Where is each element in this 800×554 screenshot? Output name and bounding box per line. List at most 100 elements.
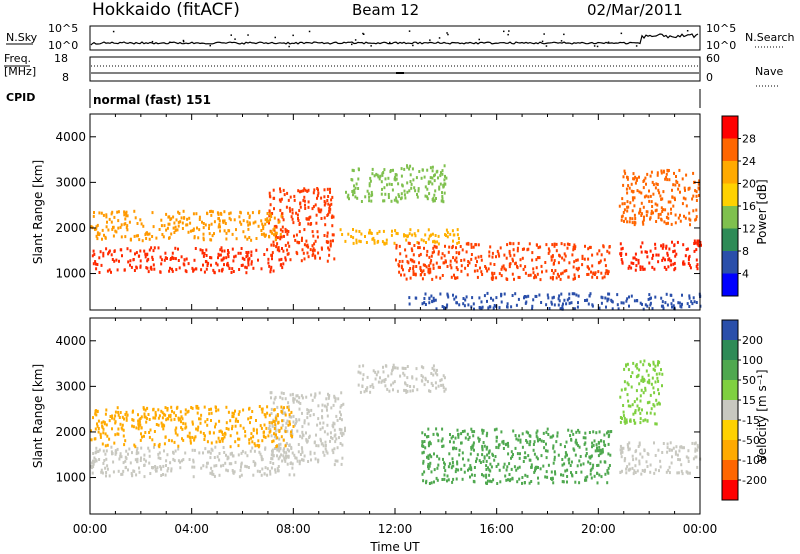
data-cell-band-3 xyxy=(542,431,545,435)
data-cell-band-3 xyxy=(365,241,368,244)
data-cell-band-8 xyxy=(435,307,438,311)
data-cell-band-4 xyxy=(468,261,471,265)
data-cell-band-3 xyxy=(568,457,571,461)
data-cell-band-6 xyxy=(620,254,623,257)
data-cell-band-5 xyxy=(435,170,438,174)
data-cell-band-0 xyxy=(293,473,296,477)
data-cell-band-3 xyxy=(579,463,582,467)
data-cell-band-1 xyxy=(292,396,295,400)
data-cell-band-4 xyxy=(465,242,468,246)
noise-search-label: N.Search xyxy=(745,31,795,44)
data-cell-band-3 xyxy=(442,457,444,461)
data-cell-band-2 xyxy=(235,228,237,232)
data-cell-band-5 xyxy=(409,173,412,177)
data-cell-band-7 xyxy=(624,217,627,221)
data-cell-band-4 xyxy=(433,250,435,254)
data-cell-band-4 xyxy=(533,276,536,280)
data-cell-band-2 xyxy=(379,376,381,380)
data-cell-band-4 xyxy=(412,267,415,271)
data-cell-band-3 xyxy=(502,465,505,469)
data-cell-band-4 xyxy=(460,259,463,262)
data-cell-band-6 xyxy=(671,240,673,244)
data-cell-band-5 xyxy=(347,193,350,197)
data-cell-band-6 xyxy=(153,430,156,433)
data-cell-band-3 xyxy=(458,448,461,452)
data-cell-band-2 xyxy=(264,222,267,226)
data-cell-band-5 xyxy=(352,193,354,197)
data-cell-band-1 xyxy=(301,396,304,400)
data-cell-band-0 xyxy=(129,259,132,263)
data-cell-band-3 xyxy=(446,479,448,483)
data-cell-band-6 xyxy=(231,411,234,415)
data-cell-band-4 xyxy=(553,242,556,246)
colorbar-swatch xyxy=(722,206,738,229)
data-cell-band-7 xyxy=(675,179,678,183)
data-cell-band-4 xyxy=(676,471,679,475)
data-cell-band-4 xyxy=(631,454,634,458)
data-cell-band-2 xyxy=(224,222,227,225)
data-cell-band-5 xyxy=(441,197,444,201)
data-cell-band-8 xyxy=(483,294,486,298)
data-cell-band-6 xyxy=(288,420,291,424)
data-cell-band-4 xyxy=(412,273,415,276)
data-cell-band-6 xyxy=(177,416,180,420)
data-cell-band-1 xyxy=(270,412,273,415)
data-cell-band-1 xyxy=(320,208,323,212)
data-cell-band-4 xyxy=(633,469,636,473)
data-cell-band-1 xyxy=(312,205,315,209)
data-cell-band-5 xyxy=(357,187,360,190)
data-cell-band-3 xyxy=(602,440,605,444)
data-cell-band-0 xyxy=(192,269,195,273)
data-cell-band-1 xyxy=(333,463,336,467)
data-cell-band-3 xyxy=(600,475,603,479)
data-cell-band-4 xyxy=(480,258,483,262)
data-cell-band-0 xyxy=(104,466,107,470)
data-cell-band-1 xyxy=(302,458,305,462)
data-cell-band-2 xyxy=(392,363,395,367)
data-cell-band-3 xyxy=(370,231,372,235)
data-cell-band-0 xyxy=(269,268,272,271)
data-cell-band-6 xyxy=(272,420,275,423)
data-cell-band-0 xyxy=(127,260,130,264)
data-cell-band-6 xyxy=(171,409,173,413)
data-cell-band-0 xyxy=(228,266,231,270)
data-cell-band-6 xyxy=(96,422,98,426)
data-cell-band-7 xyxy=(681,202,684,206)
data-cell-band-8 xyxy=(458,303,461,307)
noise-search-dot xyxy=(503,30,505,33)
data-cell-band-6 xyxy=(265,426,268,430)
data-cell-band-1 xyxy=(274,428,277,432)
data-cell-band-3 xyxy=(488,456,491,460)
data-cell-band-3 xyxy=(478,459,481,463)
data-cell-band-0 xyxy=(106,464,109,468)
data-cell-band-1 xyxy=(281,397,284,401)
data-cell-band-3 xyxy=(427,462,430,466)
data-cell-band-1 xyxy=(317,417,320,421)
data-cell-band-4 xyxy=(584,244,586,248)
data-cell-band-3 xyxy=(488,450,491,454)
data-cell-band-1 xyxy=(306,412,309,415)
data-cell-band-1 xyxy=(295,418,298,421)
data-cell-band-6 xyxy=(94,412,97,416)
data-cell-band-7 xyxy=(645,210,648,214)
data-cell-band-1 xyxy=(295,419,298,423)
colorbar-tick-label: 15 xyxy=(742,394,756,407)
data-cell-band-2 xyxy=(362,364,365,368)
noise-search-dot xyxy=(412,44,414,47)
data-cell-band-6 xyxy=(189,439,192,443)
data-cell-band-1 xyxy=(301,425,304,429)
data-cell-band-6 xyxy=(203,438,206,441)
data-cell-band-4 xyxy=(549,276,552,280)
data-cell-band-6 xyxy=(263,423,266,427)
data-cell-band-3 xyxy=(523,456,526,460)
data-cell-band-7 xyxy=(650,212,653,216)
colorbar-swatch xyxy=(722,273,738,297)
data-cell-band-2 xyxy=(274,231,277,235)
data-cell-band-8 xyxy=(639,301,642,305)
noise-search-dot xyxy=(182,40,185,43)
data-cell-band-3 xyxy=(426,455,428,459)
data-cell-band-1 xyxy=(323,200,326,203)
data-cell-band-8 xyxy=(620,301,623,305)
data-cell-band-6 xyxy=(652,253,654,257)
